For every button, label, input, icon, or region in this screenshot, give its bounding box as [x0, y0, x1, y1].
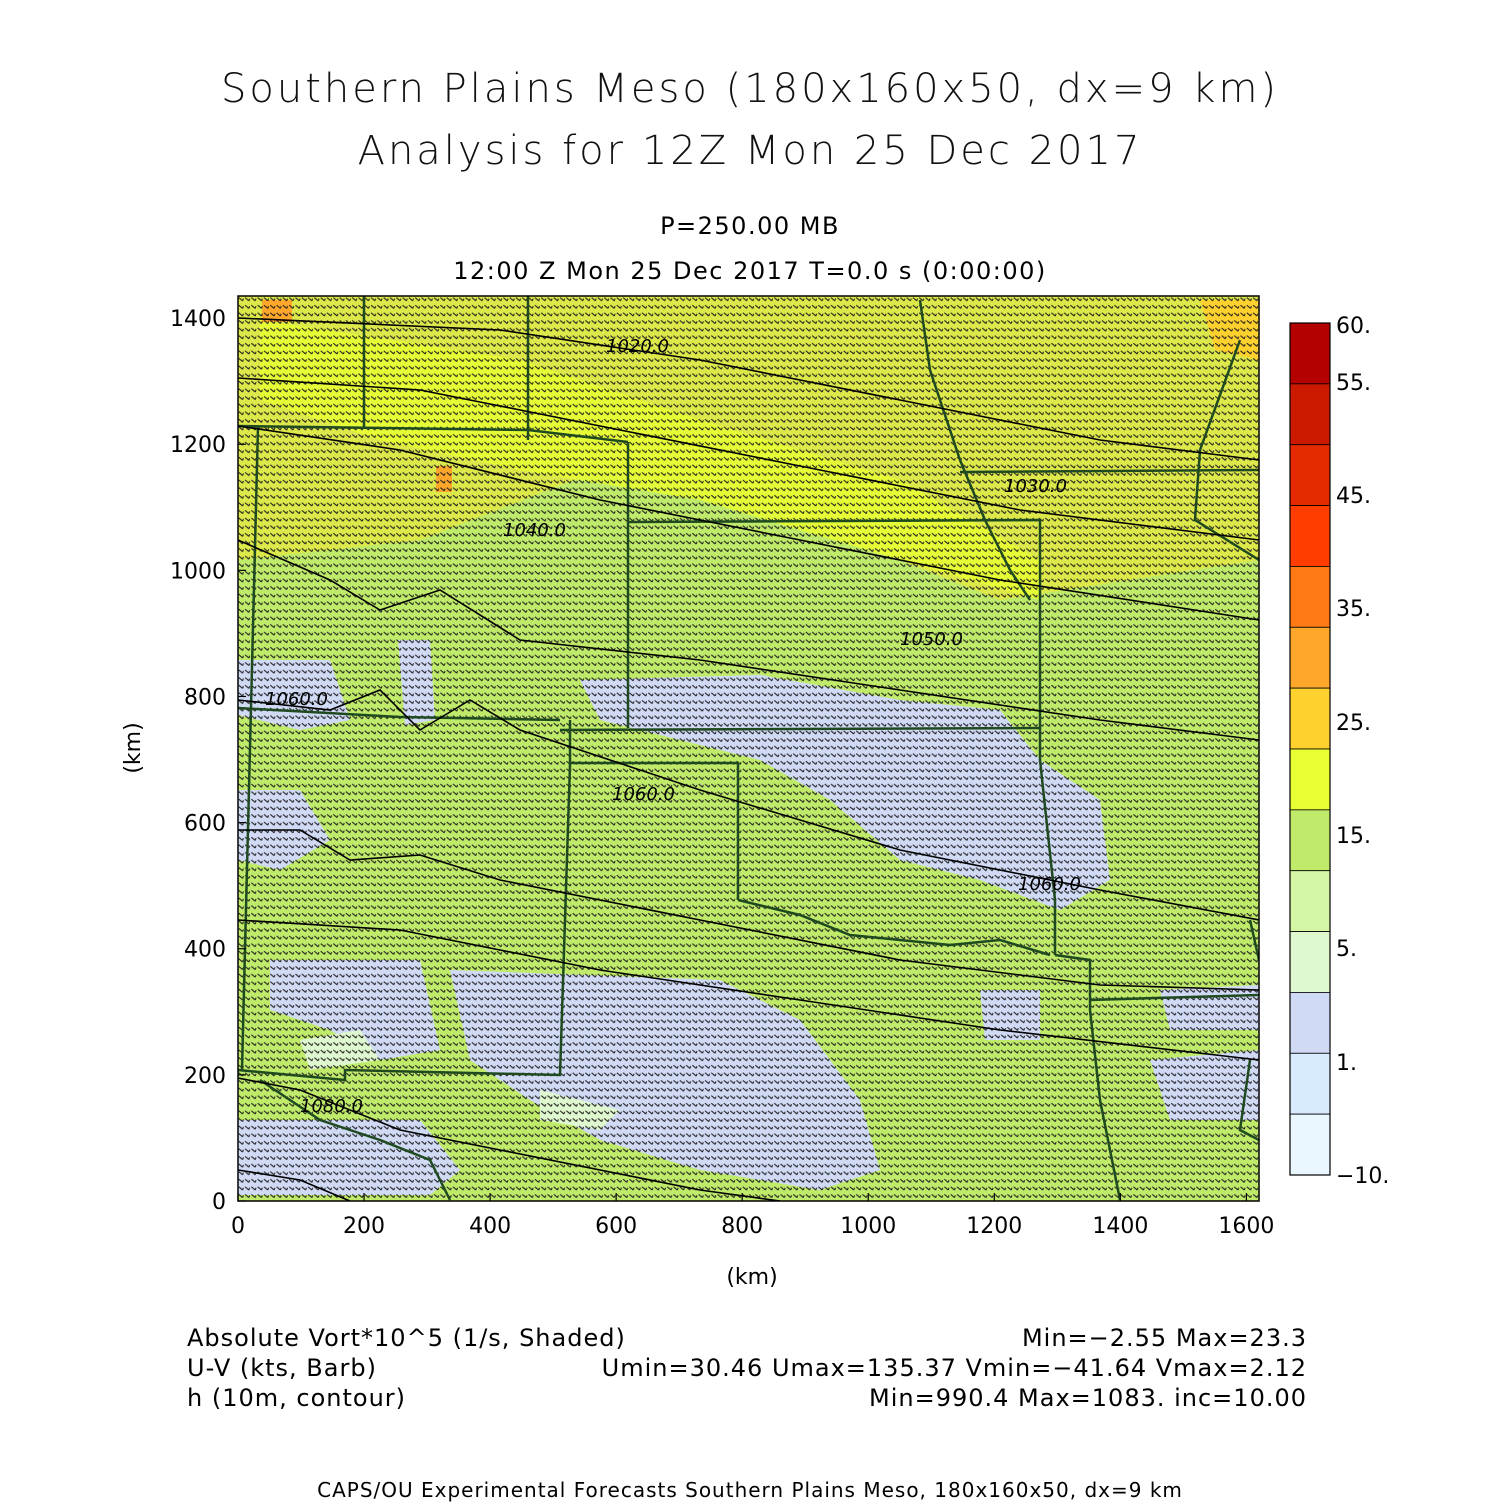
footer-stats-3: Min=990.4 Max=1083. inc=10.00	[869, 1384, 1307, 1412]
contour-label: 1060.0	[265, 689, 328, 710]
height-contours	[238, 317, 1259, 1201]
colorbar-label: 60.	[1336, 314, 1371, 339]
y-tick-labels: 0 200 400 600 800 1000 1200 1400	[170, 307, 226, 1215]
footer-field-2: U-V (kts, Barb)	[187, 1354, 377, 1382]
credit-line: CAPS/OU Experimental Forecasts Southern …	[317, 1478, 1183, 1502]
footer-stats-2: Umin=30.46 Umax=135.37 Vmin=−41.64 Vmax=…	[601, 1354, 1307, 1382]
colorbar-swatch	[1289, 1052, 1331, 1115]
y-tick-label: 1000	[170, 559, 226, 584]
colorbar-label: 5.	[1336, 937, 1357, 962]
y-tick-label: 400	[184, 938, 226, 963]
colorbar-swatch	[1289, 687, 1331, 750]
x-tick-label: 1000	[840, 1214, 896, 1239]
contour-label: 1060.0	[612, 784, 675, 805]
contour-labels: 1020.0 1030.0 1040.0 1050.0 1060.0 1060.…	[265, 336, 1081, 1117]
x-tick-label: 600	[595, 1214, 637, 1239]
footer-stats-1: Min=−2.55 Max=23.3	[1021, 1324, 1307, 1352]
contour-label: 1020.0	[606, 336, 669, 357]
state-boundaries	[238, 296, 1259, 1201]
title-line-2: Analysis for 12Z Mon 25 Dec 2017	[357, 128, 1143, 174]
x-tick-label: 1600	[1218, 1214, 1274, 1239]
footer-field-3: h (10m, contour)	[187, 1384, 407, 1412]
contour-label: 1060.0	[1018, 874, 1081, 895]
y-tick-label: 600	[184, 812, 226, 837]
colorbar-swatch	[1289, 626, 1331, 689]
contour-label: 1040.0	[503, 520, 566, 541]
y-axis-label: (km)	[121, 722, 146, 773]
y-tick-label: 800	[184, 685, 226, 710]
x-ticks	[237, 1193, 1247, 1201]
colorbar-swatch	[1289, 505, 1331, 567]
valid-time: 12:00 Z Mon 25 Dec 2017 T=0.0 s (0:00:00…	[453, 257, 1047, 285]
plot-frame	[237, 295, 1260, 1202]
footer-field-1: Absolute Vort*10^5 (1/s, Shaded)	[187, 1324, 626, 1352]
colorbar-label: −10.	[1336, 1164, 1389, 1189]
title-line-1: Southern Plains Meso (180x160x50, dx=9 k…	[220, 66, 1280, 112]
x-axis-label: (km)	[726, 1265, 777, 1290]
colorbar-swatch	[1289, 1113, 1331, 1176]
colorbar-label: 25.	[1336, 711, 1371, 736]
contour-label: 1050.0	[900, 629, 963, 650]
x-tick-label: 1400	[1092, 1214, 1148, 1239]
colorbar-swatch	[1289, 322, 1331, 385]
x-tick-label: 200	[343, 1214, 385, 1239]
x-tick-label: 400	[469, 1214, 511, 1239]
y-tick-label: 200	[184, 1064, 226, 1089]
x-tick-label: 800	[721, 1214, 763, 1239]
colorbar-swatch	[1289, 748, 1331, 811]
wind-barbs	[238, 296, 1259, 1201]
x-tick-labels: 0 200 400 600 800 1000 1200 1400 1600	[231, 1214, 1274, 1239]
y-tick-label: 1200	[170, 433, 226, 458]
colorbar-swatch	[1289, 566, 1331, 628]
colorbar-swatch	[1289, 383, 1331, 446]
x-tick-label: 1200	[966, 1214, 1022, 1239]
contour-label: 1080.0	[300, 1096, 363, 1117]
x-tick-label: 0	[231, 1214, 245, 1239]
y-tick-label: 0	[212, 1190, 226, 1215]
colorbar-swatch	[1289, 809, 1331, 872]
colorbar-label: 1.	[1336, 1051, 1357, 1076]
colorbar-swatch	[1289, 444, 1331, 506]
y-tick-label: 1400	[170, 307, 226, 332]
colorbar-frame	[1289, 322, 1331, 1176]
colorbar-label: 45.	[1336, 484, 1371, 509]
contour-label: 1030.0	[1004, 476, 1067, 497]
colorbar-label: 35.	[1336, 597, 1371, 622]
colorbar-swatch	[1289, 870, 1331, 932]
colorbar-swatch	[1289, 931, 1331, 993]
colorbar-label: 15.	[1336, 824, 1371, 849]
colorbar-labels: 60. 55. 45. 35. 25. 15. 5. 1. −10.	[1336, 314, 1389, 1189]
pressure-level: P=250.00 MB	[660, 212, 840, 240]
y-ticks	[238, 317, 246, 1202]
colorbar-label: 55.	[1336, 371, 1371, 396]
colorbar-swatch	[1289, 992, 1331, 1054]
colorbar	[1289, 322, 1331, 1176]
